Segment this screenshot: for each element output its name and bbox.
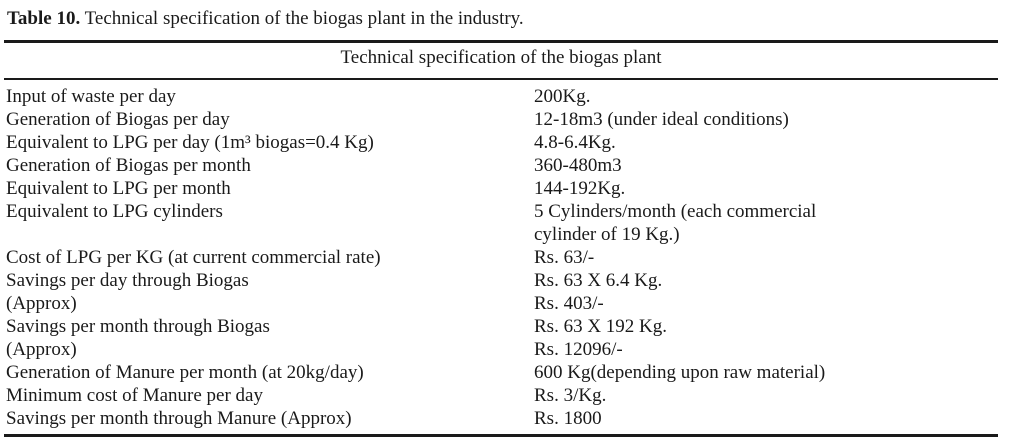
row-value: Rs. 63 X 6.4 Kg. Rs. 403/- (534, 270, 663, 314)
table-row: Savings per day through Biogas (Approx) … (6, 269, 996, 315)
row-label: Savings per day through Biogas (Approx) (6, 270, 249, 314)
row-label: Cost of LPG per KG (at current commercia… (6, 247, 381, 268)
table-caption: Table 10. Technical specification of the… (7, 8, 524, 30)
row-value: Rs. 3/Kg. (534, 385, 607, 406)
table-row: Generation of Manure per month (at 20kg/… (6, 361, 996, 384)
table-row: Cost of LPG per KG (at current commercia… (6, 246, 996, 269)
row-label: Savings per month through Biogas (Approx… (6, 316, 270, 360)
table-row: Minimum cost of Manure per day Rs. 3/Kg. (6, 384, 996, 407)
row-label: Savings per month through Manure (Approx… (6, 408, 352, 429)
table-row: Generation of Biogas per month 360-480m3 (6, 154, 996, 177)
row-value: Rs. 63 X 192 Kg. Rs. 12096/- (534, 316, 668, 360)
table-body: Input of waste per day 200Kg. Generation… (6, 85, 996, 430)
row-value: 4.8-6.4Kg. (534, 132, 616, 153)
row-label: Equivalent to LPG per month (6, 178, 231, 199)
header-rule (4, 78, 998, 80)
row-value: 360-480m3 (534, 155, 622, 176)
row-value: Rs. 1800 (534, 408, 602, 429)
table-row: Equivalent to LPG cylinders 5 Cylinders/… (6, 200, 996, 246)
table-row: Equivalent to LPG per day (1m³ biogas=0.… (6, 131, 996, 154)
table-number: Table 10. (7, 8, 81, 29)
row-label: Generation of Biogas per month (6, 155, 251, 176)
row-label: Minimum cost of Manure per day (6, 385, 263, 406)
row-label: Input of waste per day (6, 86, 176, 107)
row-value: 200Kg. (534, 86, 591, 107)
row-label: Equivalent to LPG per day (1m³ biogas=0.… (6, 132, 374, 153)
table-header: Technical specification of the biogas pl… (340, 47, 662, 68)
table-row: Savings per month through Manure (Approx… (6, 407, 996, 430)
row-label: Generation of Manure per month (at 20kg/… (6, 362, 364, 383)
row-value: 5 Cylinders/month (each commercial cylin… (534, 201, 817, 245)
row-label: Generation of Biogas per day (6, 109, 230, 130)
table-row: Savings per month through Biogas (Approx… (6, 315, 996, 361)
row-value: 600 Kg(depending upon raw material) (534, 362, 826, 383)
bottom-rule (4, 434, 998, 437)
table-row: Input of waste per day 200Kg. (6, 85, 996, 108)
row-value: 12-18m3 (under ideal conditions) (534, 109, 789, 130)
top-rule (4, 40, 998, 43)
table-row: Generation of Biogas per day 12-18m3 (un… (6, 108, 996, 131)
caption-text: Technical specification of the biogas pl… (80, 8, 524, 29)
table-row: Equivalent to LPG per month 144-192Kg. (6, 177, 996, 200)
row-label: Equivalent to LPG cylinders (6, 201, 223, 222)
row-value: 144-192Kg. (534, 178, 626, 199)
row-value: Rs. 63/- (534, 247, 595, 268)
